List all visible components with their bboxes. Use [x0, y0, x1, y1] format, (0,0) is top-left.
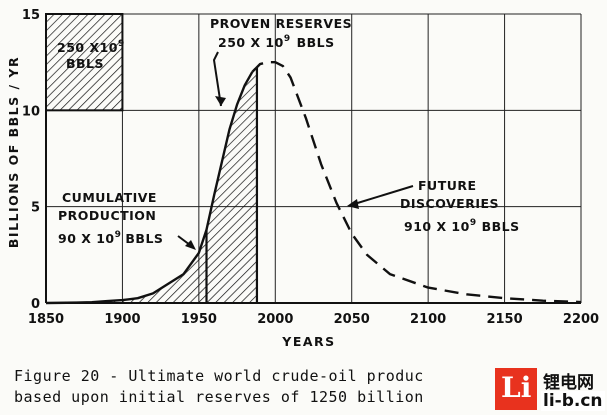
x-tick-label: 1900: [104, 312, 140, 327]
proven-reserves-arrowhead: [215, 96, 226, 106]
box-annotation-line2: BBLS: [66, 56, 104, 71]
watermark-logo-letter: Li: [501, 371, 532, 404]
series-line-historical: [45, 71, 254, 305]
cumulative-arrowhead: [185, 240, 196, 250]
x-tick-label: 1850: [28, 312, 64, 327]
watermark-domain: li-b.cn: [541, 391, 605, 411]
shaded-regions: [45, 13, 259, 304]
x-tick-label: 2050: [334, 312, 370, 327]
y-tick-label: 15: [22, 8, 40, 23]
x-axis-label: YEARS: [281, 334, 335, 349]
axes: [45, 14, 581, 304]
future-label-1: FUTURE: [418, 178, 477, 193]
x-tick-label: 2100: [410, 312, 446, 327]
watermark-logo: Li: [495, 368, 537, 410]
cumulative-label-2: PRODUCTION: [58, 208, 156, 223]
x-tick-label: 1950: [181, 312, 217, 327]
series-lines: [45, 60, 582, 305]
future-label-2: DISCOVERIES: [400, 196, 499, 211]
future-value: 910 X 109 BBLS: [404, 218, 520, 234]
y-tick-label: 10: [22, 104, 40, 119]
x-tick-label: 2000: [257, 312, 293, 327]
series-line-future: [251, 60, 582, 304]
legend-box-hatch: [45, 13, 124, 112]
y-tick-label: 5: [31, 201, 40, 216]
future-arrow: [350, 185, 414, 206]
caption-line-1: Figure 20 - Ultimate world crude-oil pro…: [14, 367, 424, 385]
proven-reserves-value: 250 X 109 BBLS: [218, 34, 335, 50]
caption-line-2: based upon initial reserves of 1250 bill…: [14, 388, 424, 406]
watermark-cn-text: 锂电网: [543, 373, 594, 393]
shaded-region: [46, 229, 207, 303]
x-tick-label: 2200: [563, 312, 599, 327]
shaded-region: [206, 67, 257, 304]
proven-reserves-arrow: [212, 51, 222, 107]
box-annotation-line1: 250 X109: [57, 39, 125, 55]
proven-reserves-label: PROVEN RESERVES: [210, 16, 352, 31]
y-tick-label: 0: [31, 297, 40, 312]
tick-labels: 1850 1900 1950 2000 2050 2100 2150 2200 0 5 10 15: [22, 8, 599, 327]
x-tick-label: 2150: [486, 312, 522, 327]
cumulative-label-1: CUMULATIVE: [62, 190, 157, 205]
future-arrowhead: [347, 199, 359, 209]
grid-lines: [45, 13, 582, 304]
y-axis-label: BILLIONS OF BBLS / YR: [6, 56, 21, 248]
cumulative-value: 90 X 109 BBLS: [58, 230, 163, 246]
